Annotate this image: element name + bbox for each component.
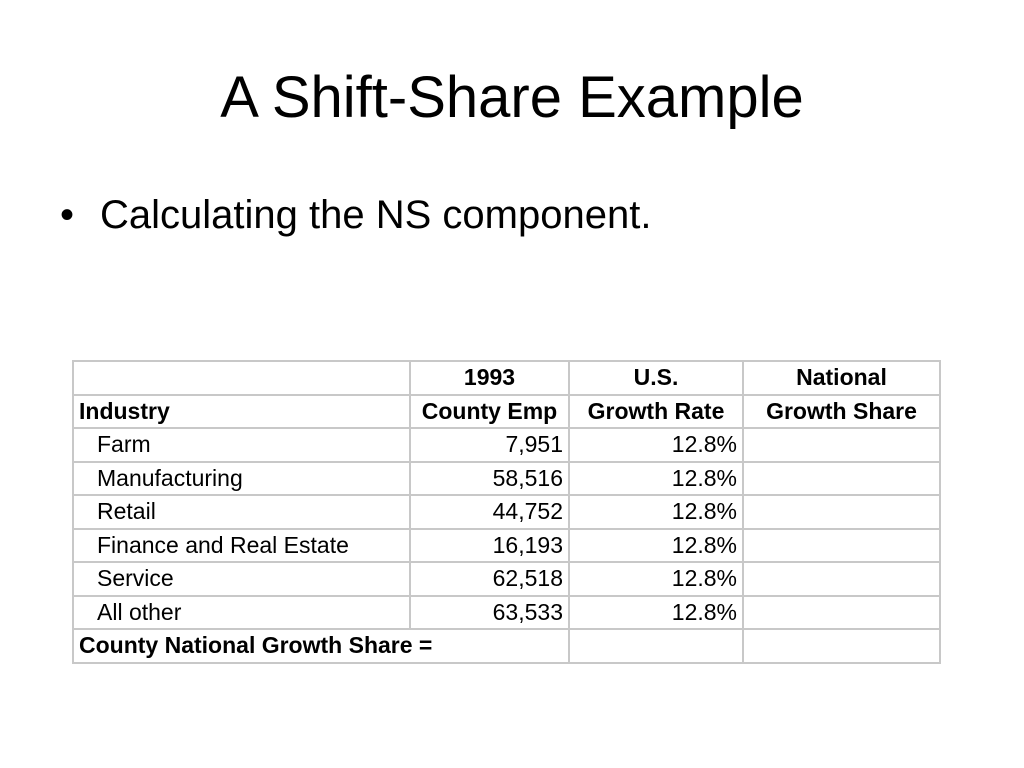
county-emp-cell: 16,193 — [409, 527, 570, 563]
bullet-text: Calculating the NS component. — [100, 193, 652, 237]
total-rate-cell — [568, 628, 744, 664]
table-row: Manufacturing 58,516 12.8% — [72, 460, 941, 496]
header-cell-growth-rate: Growth Rate — [568, 393, 744, 429]
growth-share-cell — [742, 594, 941, 630]
slide-title: A Shift-Share Example — [220, 65, 804, 130]
county-emp-cell: 44,752 — [409, 494, 570, 530]
bullet-marker: • — [60, 193, 75, 237]
industry-cell: Farm — [72, 427, 411, 463]
growth-rate-cell: 12.8% — [568, 460, 744, 496]
table-row: Retail 44,752 12.8% — [72, 494, 941, 530]
total-share-cell — [742, 628, 941, 664]
header-cell-us: U.S. — [568, 360, 744, 396]
header-cell-industry: Industry — [72, 393, 411, 429]
header-cell-year: 1993 — [409, 360, 570, 396]
county-emp-cell: 58,516 — [409, 460, 570, 496]
table-row: Finance and Real Estate 16,193 12.8% — [72, 527, 941, 563]
growth-rate-cell: 12.8% — [568, 427, 744, 463]
shift-share-table: 1993 U.S. National Industry County Emp G… — [72, 360, 941, 664]
table-row: Service 62,518 12.8% — [72, 561, 941, 597]
total-row: County National Growth Share = — [72, 628, 941, 664]
header-row-2: Industry County Emp Growth Rate Growth S… — [72, 393, 941, 429]
industry-cell: Manufacturing — [72, 460, 411, 496]
header-row-1: 1993 U.S. National — [72, 360, 941, 396]
industry-cell: All other — [72, 594, 411, 630]
growth-rate-cell: 12.8% — [568, 594, 744, 630]
table-row: All other 63,533 12.8% — [72, 594, 941, 630]
growth-rate-cell: 12.8% — [568, 494, 744, 530]
table-row: Farm 7,951 12.8% — [72, 427, 941, 463]
header-cell — [72, 360, 411, 396]
industry-cell: Finance and Real Estate — [72, 527, 411, 563]
growth-share-cell — [742, 494, 941, 530]
header-cell-county-emp: County Emp — [409, 393, 570, 429]
growth-share-cell — [742, 527, 941, 563]
growth-share-cell — [742, 460, 941, 496]
county-emp-cell: 7,951 — [409, 427, 570, 463]
bullet-item: • Calculating the NS component. — [60, 190, 651, 240]
total-label-cell: County National Growth Share = — [72, 628, 570, 664]
growth-rate-cell: 12.8% — [568, 527, 744, 563]
industry-cell: Service — [72, 561, 411, 597]
county-emp-cell: 62,518 — [409, 561, 570, 597]
county-emp-cell: 63,533 — [409, 594, 570, 630]
header-cell-national: National — [742, 360, 941, 396]
growth-rate-cell: 12.8% — [568, 561, 744, 597]
header-cell-growth-share: Growth Share — [742, 393, 941, 429]
growth-share-cell — [742, 427, 941, 463]
growth-share-cell — [742, 561, 941, 597]
industry-cell: Retail — [72, 494, 411, 530]
